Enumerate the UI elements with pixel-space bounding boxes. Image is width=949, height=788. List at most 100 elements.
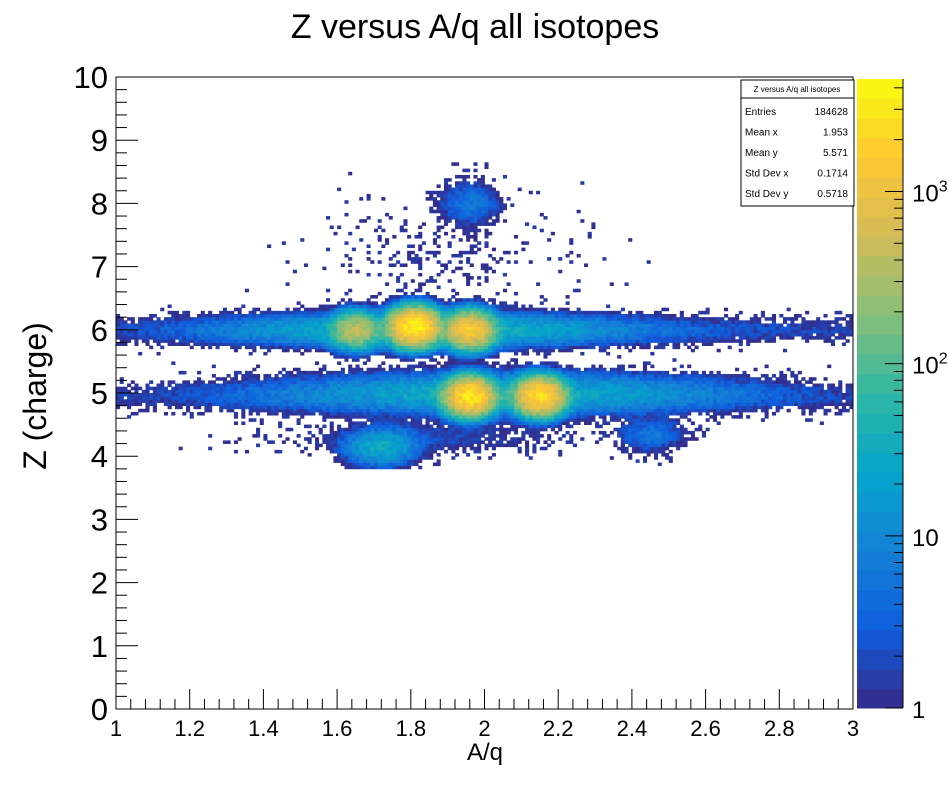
heatmap-cell [204,389,209,394]
heatmap-cell [458,443,463,448]
heatmap-cell [484,361,489,365]
heatmap-cell [510,383,515,388]
heatmap-cell [296,377,301,381]
heatmap-cell [392,332,397,337]
heatmap-cell [418,411,423,416]
heatmap-cell [429,355,434,359]
heatmap-cell [407,310,412,315]
heatmap-cell [303,263,309,267]
heatmap-cell [414,437,419,441]
heatmap-cell [289,342,294,346]
heatmap-cell [451,351,456,356]
heatmap-cell [344,437,349,441]
heatmap-cell [362,446,367,451]
heatmap-cell [333,336,338,340]
heatmap-cell [480,415,485,419]
heatmap-cell [517,326,522,331]
heatmap-cell [373,437,379,441]
heatmap-cell [399,427,404,432]
heatmap-cell [466,377,471,381]
heatmap-cell [506,336,511,340]
heatmap-cell [495,304,500,309]
heatmap-cell [351,348,356,353]
heatmap-cell [337,389,342,394]
heatmap-cell [458,266,463,271]
heatmap-cell [425,389,430,394]
heatmap-cell [160,332,165,337]
heatmap-cell [528,307,533,312]
heatmap-cell [267,405,272,410]
heatmap-cell [326,339,331,343]
heatmap-cell [532,345,537,350]
heatmap-cell [499,206,504,211]
heatmap-cell [252,339,257,343]
heatmap-cell [477,355,482,359]
heatmap-cell [473,421,478,425]
heatmap-cell [337,380,342,384]
heatmap-cell [425,314,430,318]
heatmap-cell [359,446,364,451]
heatmap-cell [469,222,474,226]
heatmap-cell [421,374,426,378]
heatmap-cell [521,364,526,369]
heatmap-cell [418,424,423,429]
heatmap-cell [333,456,338,460]
heatmap-cell [348,386,353,391]
heatmap-cell [407,332,412,337]
heatmap-cell [300,332,305,337]
heatmap-cell [480,216,485,220]
heatmap-cell [381,434,386,438]
heatmap-cell [488,197,493,201]
heatmap-cell [333,374,338,378]
heatmap-cell [344,383,349,388]
heatmap-cell [410,301,415,305]
heatmap-cell [532,320,537,324]
heatmap-cell [525,424,530,429]
heatmap-cell [443,389,449,394]
heatmap-cell [447,355,452,359]
heatmap-cell [418,329,423,334]
heatmap-cell [355,411,360,416]
heatmap-cell [119,317,124,321]
heatmap-cell [373,446,379,451]
heatmap-cell [536,370,541,375]
heatmap-cell [576,310,581,315]
heatmap-cell [455,405,460,410]
heatmap-cell [396,301,401,305]
heatmap-cell [436,430,441,435]
heatmap-cell [480,396,485,400]
heatmap-cell [576,279,581,283]
heatmap-cell [281,329,286,334]
heatmap-cell [237,380,242,384]
heatmap-cell [550,377,555,381]
heatmap-cell [274,383,279,388]
heatmap-cell [351,332,356,337]
heatmap-cell [443,193,449,198]
heatmap-cell [513,348,519,353]
heatmap-cell [502,336,507,340]
heatmap-cell [370,329,375,334]
heatmap-cell [517,396,522,400]
heatmap-cell [447,212,452,217]
heatmap-cell [484,317,489,321]
heatmap-cell [510,314,515,318]
heatmap-cell [421,367,426,372]
heatmap-cell [432,443,437,448]
heatmap-cell [322,332,327,337]
heatmap-cell [477,411,482,416]
heatmap-cell [561,421,566,425]
heatmap-cell [517,348,522,353]
heatmap-cell [580,332,585,337]
heatmap-cell [348,367,353,372]
heatmap-cell [351,339,356,343]
heatmap-cell [318,339,323,343]
heatmap-cell [174,396,180,400]
heatmap-cell [362,370,367,375]
heatmap-cell [410,364,415,369]
heatmap-cell [377,272,382,277]
heatmap-cell [429,446,434,451]
heatmap-cell [536,408,541,413]
heatmap-cell [340,380,345,384]
heatmap-cell [270,402,275,407]
heatmap-cell [491,355,496,359]
